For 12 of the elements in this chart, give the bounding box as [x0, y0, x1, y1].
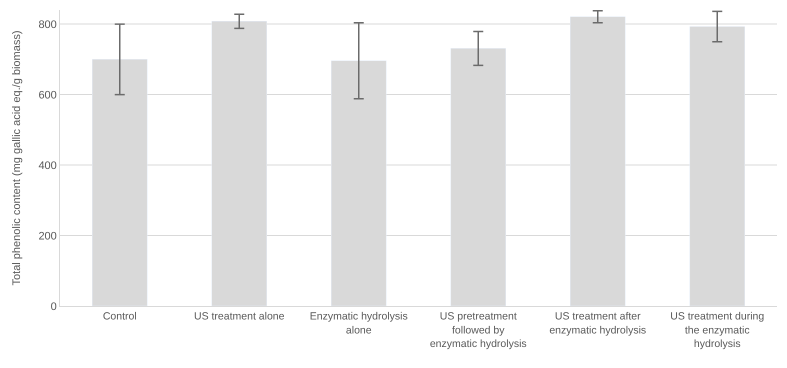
x-tick-label: US treatment during the enzymatic hydrolysis [670, 310, 764, 350]
x-tick-label: US pretreatment followed by enzymatic hydrolysis [430, 310, 527, 350]
x-tick-label: US treatment after enzymatic hydrolysis [549, 310, 646, 336]
x-tick-label: Enzymatic hydrolysis alone [310, 310, 408, 336]
y-tick-label: 800 [38, 18, 57, 31]
y-tick-label: 600 [38, 89, 57, 102]
y-tick-label: 0 [50, 300, 57, 313]
x-tick-label: US treatment alone [194, 310, 285, 323]
y-tick-label: 200 [38, 230, 57, 242]
x-tick-label: Control [102, 310, 137, 323]
y-axis-title: Total phenolic content (mg gallic acid eq./g biomass) [11, 30, 24, 286]
y-tick-label: 400 [38, 160, 57, 172]
